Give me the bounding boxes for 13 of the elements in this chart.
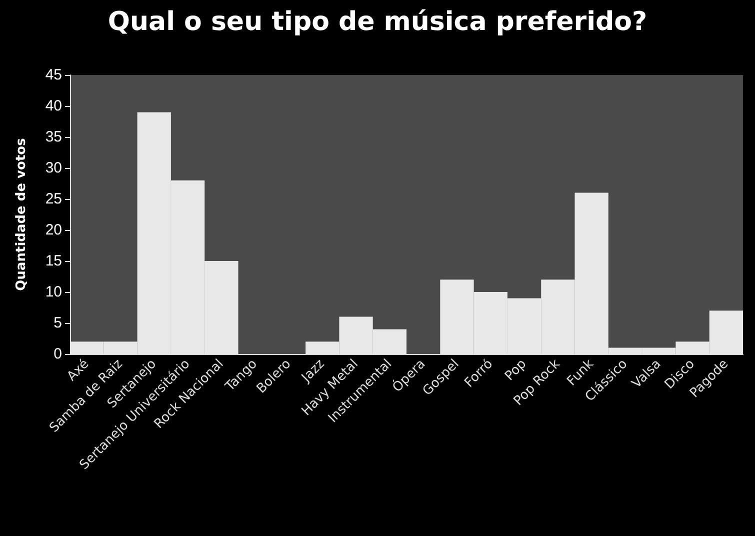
y-tick-label: 10: [45, 284, 62, 300]
y-tick-label: 5: [54, 314, 62, 332]
y-tick-label: 0: [54, 346, 62, 362]
x-tick-label: Pop: [502, 356, 530, 384]
y-tick-label: 40: [45, 98, 62, 114]
y-tick-label: 35: [45, 128, 62, 146]
chart-title: Qual o seu tipo de música preferido?: [108, 7, 648, 37]
y-axis-title: Quantidade de votos: [14, 138, 29, 291]
y-tick-label: 30: [45, 160, 62, 176]
y-tick-label: 20: [45, 222, 62, 238]
y-tick-label: 45: [45, 66, 62, 84]
y-tick-label: 25: [45, 190, 62, 208]
y-tick-label: 15: [45, 252, 62, 270]
